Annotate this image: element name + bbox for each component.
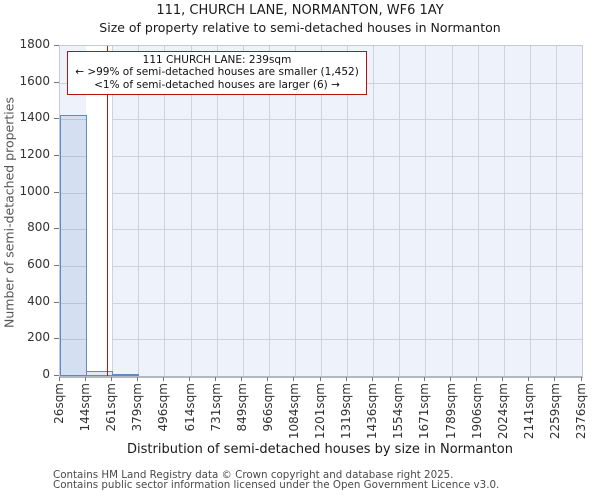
gridline-vertical <box>112 46 114 376</box>
x-tick-mark <box>136 377 138 381</box>
x-tick-label: 1319sqm <box>339 383 354 440</box>
gridline-vertical <box>164 46 166 376</box>
x-tick-mark <box>554 377 556 381</box>
x-tick-mark <box>502 377 504 381</box>
x-tick-label: 1201sqm <box>313 383 327 440</box>
gridline-vertical <box>373 46 375 376</box>
gridline-vertical <box>294 46 296 376</box>
x-tick-mark <box>241 377 243 381</box>
histogram-bar <box>86 371 114 376</box>
x-tick-label: 1084sqm <box>286 383 301 440</box>
x-tick-mark <box>84 377 86 381</box>
y-tick-label: 1000 <box>19 183 50 198</box>
gridline-vertical <box>268 46 270 376</box>
x-tick-mark <box>110 377 112 381</box>
y-tick-mark <box>54 338 59 340</box>
x-tick-label: 26sqm <box>52 383 66 424</box>
x-tick-mark <box>267 377 269 381</box>
property-size-marker-line <box>106 46 109 376</box>
x-tick-mark <box>58 377 60 381</box>
x-tick-mark <box>162 377 164 381</box>
chart-subtitle: Size of property relative to semi-detach… <box>99 20 501 35</box>
y-tick-mark <box>54 118 59 120</box>
gridline-vertical <box>529 46 531 376</box>
x-tick-label: 1671sqm <box>417 383 432 440</box>
x-tick-label: 1906sqm <box>469 383 484 440</box>
x-tick-mark <box>345 377 347 381</box>
x-tick-mark <box>215 377 217 381</box>
x-tick-label: 1554sqm <box>391 383 406 440</box>
annotation-smaller-stat: ← >99% of semi-detached houses are small… <box>75 66 359 79</box>
highlight-band <box>86 46 113 376</box>
x-tick-mark <box>528 377 530 381</box>
y-tick-mark <box>54 81 59 83</box>
y-tick-label: 1400 <box>19 110 50 125</box>
annotation-property-size: 111 CHURCH LANE: 239sqm <box>142 54 292 66</box>
y-tick-mark <box>54 45 59 46</box>
y-tick-label: 0 <box>42 367 50 381</box>
gridline-vertical <box>347 46 349 376</box>
x-tick-mark <box>319 377 321 381</box>
gridline-vertical <box>321 46 322 376</box>
plot-area: 111 CHURCH LANE: 239sqm ← >99% of semi-d… <box>59 45 583 378</box>
chart-title: 111, CHURCH LANE, NORMANTON, WF6 1AY <box>156 3 444 18</box>
x-tick-label: 614sqm <box>182 383 197 432</box>
y-tick-label: 200 <box>27 330 50 345</box>
gridline-vertical <box>477 46 479 376</box>
y-tick-label: 800 <box>27 220 50 235</box>
y-axis-label: Number of semi-detached properties <box>1 97 17 328</box>
gridline-vertical <box>451 46 453 376</box>
gridline-vertical <box>190 46 192 376</box>
x-tick-mark <box>189 377 190 381</box>
gridline-vertical <box>138 46 140 376</box>
annotation-larger-stat: <1% of semi-detached houses are larger (… <box>94 78 340 91</box>
y-tick-label: 600 <box>27 257 50 271</box>
gridline-vertical <box>242 46 244 376</box>
footer-attribution-1: Contains HM Land Registry data © Crown c… <box>53 469 454 481</box>
x-tick-label: 2259sqm <box>547 383 562 440</box>
y-tick-mark <box>54 155 59 156</box>
gridline-vertical <box>425 46 427 376</box>
x-tick-label: 966sqm <box>260 383 275 432</box>
x-tick-label: 2141sqm <box>521 383 536 440</box>
x-tick-label: 731sqm <box>208 383 223 432</box>
annotation-box: 111 CHURCH LANE: 239sqm ← >99% of semi-d… <box>67 51 367 96</box>
x-axis-label: Distribution of semi-detached houses by … <box>127 442 513 457</box>
y-tick-mark <box>54 301 59 303</box>
histogram-bar <box>112 374 140 376</box>
x-tick-mark <box>371 377 373 381</box>
y-tick-mark <box>54 375 59 376</box>
y-tick-label: 400 <box>27 293 50 308</box>
x-tick-mark <box>423 377 425 381</box>
y-tick-mark <box>54 191 59 193</box>
y-tick-label: 1600 <box>19 73 50 88</box>
x-tick-mark <box>450 377 451 381</box>
y-tick-mark <box>54 228 59 230</box>
x-tick-mark <box>293 377 295 381</box>
y-tick-mark <box>54 265 59 266</box>
x-tick-label: 261sqm <box>104 383 119 432</box>
x-tick-label: 2376sqm <box>574 383 588 440</box>
x-tick-label: 144sqm <box>78 383 93 432</box>
footer-attribution-2: Contains public sector information licen… <box>53 479 500 491</box>
y-tick-label: 1800 <box>19 37 50 51</box>
x-tick-label: 1789sqm <box>443 383 458 440</box>
x-tick-label: 849sqm <box>234 383 249 432</box>
x-tick-label: 1436sqm <box>365 383 380 440</box>
gridline-vertical <box>503 46 505 376</box>
gridline-vertical <box>555 46 557 376</box>
histogram-bar <box>60 114 88 376</box>
y-tick-label: 1200 <box>19 147 50 161</box>
x-tick-label: 496sqm <box>156 383 171 432</box>
x-tick-label: 379sqm <box>130 383 145 432</box>
gridline-vertical <box>399 46 401 376</box>
x-tick-mark <box>580 377 582 381</box>
gridline-vertical <box>216 46 218 376</box>
x-tick-mark <box>476 377 478 381</box>
x-tick-mark <box>397 377 399 381</box>
x-tick-label: 2024sqm <box>495 383 510 440</box>
